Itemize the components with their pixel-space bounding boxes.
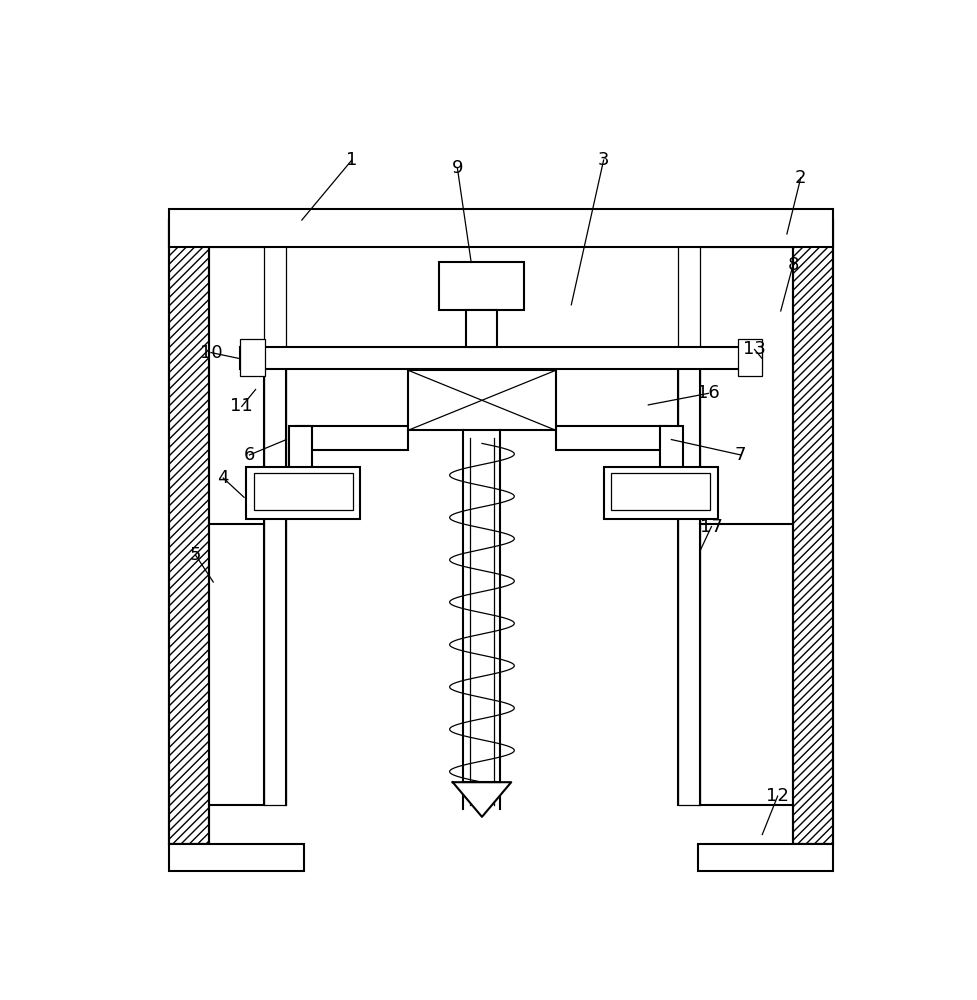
Bar: [407, 370, 555, 430]
Bar: [792, 220, 832, 844]
Polygon shape: [452, 782, 511, 817]
Text: 9: 9: [451, 159, 463, 177]
Text: 10: 10: [199, 344, 222, 362]
Text: 8: 8: [786, 256, 798, 274]
Bar: [254, 473, 353, 510]
Bar: [555, 426, 667, 450]
Text: 1: 1: [346, 151, 358, 169]
Text: 6: 6: [243, 446, 255, 464]
Text: 12: 12: [765, 787, 788, 805]
Bar: [678, 347, 700, 805]
Bar: [792, 220, 832, 844]
Bar: [169, 220, 209, 844]
Bar: [240, 339, 265, 376]
Text: 13: 13: [743, 340, 765, 358]
Text: 5: 5: [190, 546, 201, 564]
Text: 16: 16: [697, 384, 719, 402]
Bar: [295, 426, 407, 450]
Bar: [611, 473, 709, 510]
Text: 2: 2: [794, 169, 806, 187]
Text: 17: 17: [700, 518, 722, 536]
Text: 4: 4: [217, 469, 229, 487]
Text: 7: 7: [734, 446, 745, 464]
Bar: [246, 466, 360, 519]
Bar: [698, 844, 832, 871]
Text: 11: 11: [231, 397, 253, 415]
Bar: [240, 347, 761, 369]
Bar: [169, 209, 832, 247]
Bar: [169, 844, 304, 871]
Bar: [603, 466, 717, 519]
Bar: [465, 310, 496, 347]
Bar: [264, 347, 285, 805]
Bar: [288, 426, 312, 490]
Bar: [737, 339, 761, 376]
Bar: [169, 220, 209, 844]
Bar: [439, 262, 523, 310]
Text: 3: 3: [597, 151, 609, 169]
Bar: [659, 426, 682, 490]
